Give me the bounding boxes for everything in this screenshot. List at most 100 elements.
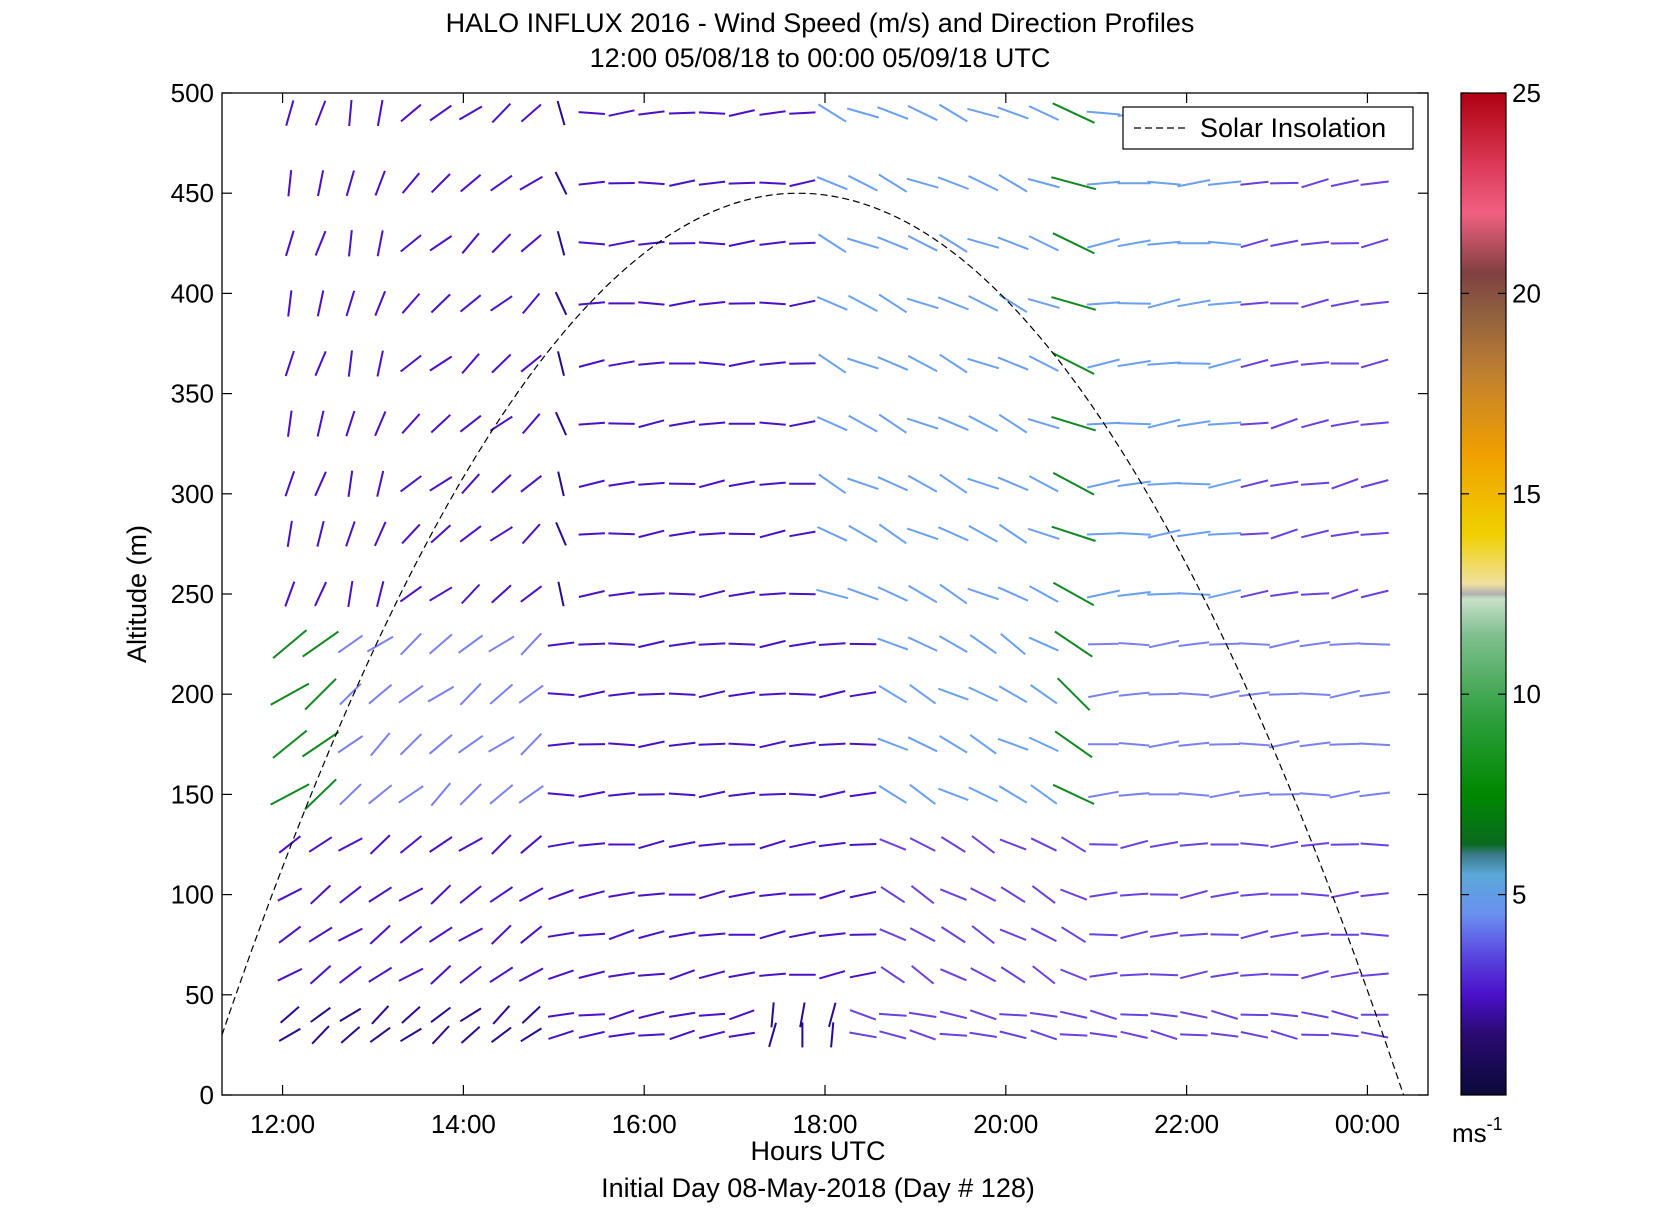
wind-barb	[339, 885, 362, 904]
wind-barb	[1270, 528, 1298, 540]
wind-barb	[1059, 1033, 1088, 1037]
wind-barb	[879, 1030, 907, 1040]
wind-barb	[698, 1030, 726, 1040]
wind-barb	[314, 581, 328, 607]
wind-barb	[789, 111, 816, 115]
wind-barb	[578, 932, 606, 937]
wind-barb	[789, 692, 816, 696]
wind-barb	[1207, 421, 1242, 426]
wind-barb	[314, 351, 327, 377]
wind-barb	[1329, 689, 1361, 699]
wind-barb	[818, 473, 847, 495]
wind-barb	[638, 692, 665, 696]
solar-insolation-curve	[221, 192, 1405, 1096]
wind-barb	[548, 889, 574, 901]
wind-barb	[1117, 480, 1151, 488]
wind-barb	[1178, 641, 1210, 647]
wind-barb	[849, 742, 877, 746]
wind-barb	[668, 592, 696, 596]
wind-barb	[789, 299, 816, 308]
wind-barb	[789, 641, 816, 648]
wind-barb	[1360, 842, 1389, 847]
wind-barb	[521, 523, 541, 545]
wind-barb	[1000, 966, 1026, 984]
wind-barb	[907, 105, 938, 122]
wind-barb	[1300, 240, 1330, 246]
wind-barb	[1330, 179, 1359, 188]
wind-barb	[1239, 742, 1270, 747]
wind-barb	[1029, 1011, 1058, 1018]
wind-barb	[488, 635, 515, 653]
wind-barb	[1270, 931, 1299, 939]
wind-barb	[1360, 932, 1389, 937]
wind-barb	[817, 103, 847, 123]
wind-barb	[376, 230, 384, 257]
wind-barb	[847, 237, 879, 250]
wind-barb	[520, 475, 543, 493]
wind-barb	[547, 792, 575, 797]
wind-barb	[799, 1002, 806, 1028]
wind-barb	[1052, 472, 1095, 496]
wind-barb	[638, 481, 665, 486]
wind-barb	[1210, 891, 1239, 899]
wind-barb	[698, 642, 726, 646]
wind-barb	[286, 520, 293, 548]
wind-barb	[849, 691, 877, 698]
wind-barb	[939, 583, 968, 605]
wind-barb	[1330, 530, 1359, 538]
wind-barb	[877, 586, 909, 602]
wind-barb	[1208, 358, 1241, 369]
wind-barb	[459, 525, 482, 543]
wind-barb	[1270, 1012, 1299, 1018]
wind-barb	[816, 176, 848, 191]
x-tick-label: 18:00	[792, 1109, 857, 1139]
wind-barb	[967, 107, 1000, 119]
wind-barb	[698, 180, 726, 186]
wind-barb	[998, 173, 1028, 193]
wind-barb	[1117, 239, 1151, 248]
wind-barb	[880, 966, 906, 984]
wind-barb	[376, 350, 384, 377]
wind-barb	[316, 520, 325, 547]
wind-barb	[490, 295, 513, 312]
wind-barb	[728, 891, 756, 899]
wind-barb	[878, 785, 907, 804]
wind-barb	[818, 353, 847, 374]
wind-barb	[1331, 478, 1359, 490]
wind-barb	[669, 179, 696, 187]
wind-barb	[997, 586, 1029, 602]
wind-barb	[907, 584, 938, 604]
wind-barb	[399, 925, 423, 944]
wind-barb	[1209, 790, 1240, 799]
wind-barb	[906, 177, 939, 189]
wind-barb	[1086, 532, 1121, 536]
wind-barb	[1117, 591, 1151, 597]
wind-barb	[1300, 361, 1330, 366]
wind-barb	[555, 522, 567, 546]
wind-barb	[429, 836, 453, 853]
wind-barb	[578, 590, 605, 598]
wind-barb	[339, 783, 362, 806]
wind-barb	[878, 293, 908, 314]
wind-barb	[1147, 481, 1181, 486]
wind-barb	[608, 480, 635, 487]
wind-barb	[1088, 790, 1119, 799]
wind-barb	[1270, 480, 1299, 487]
wind-barb	[429, 235, 453, 252]
wind-barb	[1147, 592, 1181, 596]
wind-barb	[1027, 297, 1060, 309]
wind-barb	[521, 1005, 541, 1024]
wind-barb	[459, 885, 482, 904]
wind-barb	[698, 889, 726, 900]
wind-barb	[376, 470, 385, 497]
wind-barb	[817, 233, 847, 254]
plot-background	[222, 93, 1428, 1095]
wind-barb	[1300, 842, 1330, 847]
wind-barb	[521, 413, 541, 435]
wind-barb	[608, 891, 635, 898]
wind-barb	[1032, 965, 1056, 985]
wind-barb	[1031, 885, 1056, 904]
wind-barb	[337, 634, 364, 654]
wind-barb	[1268, 692, 1300, 696]
wind-barb	[911, 965, 935, 985]
